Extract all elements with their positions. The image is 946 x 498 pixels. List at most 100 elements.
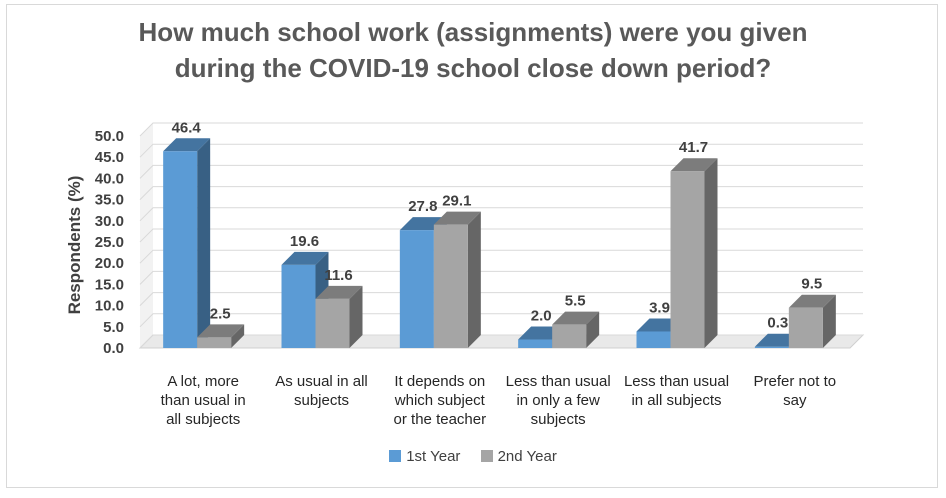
y-tick-label: 35.0 bbox=[95, 192, 124, 209]
y-tick-label: 25.0 bbox=[95, 234, 124, 251]
bar-front bbox=[433, 224, 468, 348]
bar-1-1 bbox=[163, 138, 211, 348]
bar-side bbox=[822, 294, 836, 348]
bar-top bbox=[433, 211, 481, 225]
chart-title: How much school work (assignments) were … bbox=[0, 14, 946, 86]
data-label: 29.1 bbox=[442, 193, 471, 210]
category-label-line: in only a few bbox=[516, 392, 600, 409]
gridline bbox=[139, 313, 863, 328]
y-tick-label: 15.0 bbox=[95, 276, 124, 293]
data-label: 5.5 bbox=[565, 293, 586, 310]
data-label: 9.5 bbox=[801, 276, 822, 293]
bar-2-6 bbox=[788, 294, 836, 348]
bar-side bbox=[467, 211, 481, 348]
category-label-line: subjects bbox=[294, 392, 349, 409]
bar-2-4 bbox=[552, 311, 600, 348]
category-label: It depends on which subject or the teacher bbox=[394, 373, 487, 428]
category-label: Less than usual in only a few subjects bbox=[506, 373, 611, 428]
gridline bbox=[139, 122, 863, 137]
y-tick-label: 10.0 bbox=[95, 298, 124, 315]
data-label: 3.9 bbox=[649, 299, 670, 316]
data-labels: 46.4 2.5 19.6 11.6 27.8 29.1 2.0 5.5 3.9 41.7 0.3 9… bbox=[172, 119, 823, 331]
bar-side bbox=[231, 324, 245, 348]
category-label-line: Prefer not to bbox=[754, 373, 837, 390]
gridline bbox=[139, 207, 863, 222]
category-label-line: subjects bbox=[531, 411, 586, 428]
data-label: 46.4 bbox=[172, 119, 202, 136]
data-label: 19.6 bbox=[290, 233, 319, 250]
bar-side bbox=[349, 285, 363, 348]
gridline bbox=[139, 164, 863, 179]
y-tick-label: 20.0 bbox=[95, 255, 124, 272]
gridline bbox=[139, 228, 863, 243]
bar-front bbox=[552, 324, 587, 348]
bar-top bbox=[197, 324, 245, 338]
y-tick-label: 5.0 bbox=[103, 319, 124, 336]
bar-side bbox=[704, 158, 718, 348]
bar-2-5 bbox=[670, 158, 718, 348]
bar-top bbox=[163, 138, 211, 152]
data-label: 2.0 bbox=[531, 308, 552, 325]
data-label: 27.8 bbox=[408, 198, 437, 215]
gridline bbox=[139, 249, 863, 264]
chart-title-line-1: How much school work (assignments) were … bbox=[138, 17, 808, 47]
y-tick-label: 0.0 bbox=[103, 340, 124, 357]
bar-2-1 bbox=[197, 324, 245, 348]
legend-swatch-series-2 bbox=[480, 450, 493, 462]
floor bbox=[138, 334, 865, 349]
legend-item-series-2: 2nd Year bbox=[480, 448, 557, 465]
y-axis-label: Respondents (%) bbox=[65, 176, 84, 315]
y-tick-label: 40.0 bbox=[95, 170, 124, 187]
bar-top bbox=[670, 158, 718, 172]
category-labels: A lot, more than usual in all subjects As u… bbox=[161, 373, 836, 428]
bar-2-3 bbox=[433, 211, 481, 348]
category-label-line: say bbox=[783, 392, 807, 409]
category-label: Prefer not to say bbox=[754, 373, 837, 409]
bar-top bbox=[281, 251, 329, 265]
bar-front bbox=[518, 339, 553, 348]
category-label-line: than usual in bbox=[161, 392, 246, 409]
bars bbox=[163, 138, 836, 348]
bar-front bbox=[754, 346, 789, 348]
bar-front bbox=[197, 337, 232, 348]
category-label: Less than usual in all subjects bbox=[624, 373, 729, 409]
category-label-line: in all subjects bbox=[631, 392, 721, 409]
category-label: A lot, more than usual in all subjects bbox=[161, 373, 246, 428]
bar-2-2 bbox=[315, 285, 363, 348]
bar-front bbox=[788, 307, 823, 348]
y-tick-label: 30.0 bbox=[95, 213, 124, 230]
category-label-line: It depends on bbox=[394, 373, 485, 390]
legend: 1st Year 2nd Year bbox=[0, 448, 946, 465]
y-tick-label: 50.0 bbox=[95, 128, 124, 145]
bar-front bbox=[636, 331, 671, 348]
category-label: As usual in all subjects bbox=[275, 373, 368, 409]
gridlines bbox=[139, 122, 863, 349]
category-label-line: As usual in all bbox=[275, 373, 368, 390]
bar-front bbox=[670, 171, 705, 348]
y-tick-label: 45.0 bbox=[95, 149, 124, 166]
legend-swatch-series-1 bbox=[389, 450, 402, 462]
chart-title-line-2: during the COVID-19 school close down pe… bbox=[174, 53, 772, 83]
gridline bbox=[139, 186, 863, 200]
bar-front bbox=[315, 298, 350, 348]
data-label: 2.5 bbox=[210, 305, 231, 322]
category-label-line: which subject bbox=[394, 392, 486, 409]
bar-front bbox=[163, 151, 198, 348]
gridline bbox=[139, 270, 863, 285]
category-label-line: Less than usual bbox=[624, 373, 729, 390]
gridline bbox=[139, 143, 863, 158]
gridline bbox=[139, 334, 863, 349]
category-label-line: all subjects bbox=[166, 411, 240, 428]
legend-label-series-1: 1st Year bbox=[406, 448, 461, 465]
data-label: 41.7 bbox=[679, 139, 708, 156]
bar-side bbox=[586, 311, 600, 348]
bar-front bbox=[281, 264, 316, 348]
gridline bbox=[139, 292, 863, 306]
category-label-line: A lot, more bbox=[167, 373, 239, 390]
bar-top bbox=[315, 285, 363, 299]
category-label-line: or the teacher bbox=[394, 411, 487, 428]
category-label-line: Less than usual bbox=[506, 373, 611, 390]
legend-item-series-1: 1st Year bbox=[389, 448, 460, 465]
bar-top bbox=[788, 294, 836, 308]
